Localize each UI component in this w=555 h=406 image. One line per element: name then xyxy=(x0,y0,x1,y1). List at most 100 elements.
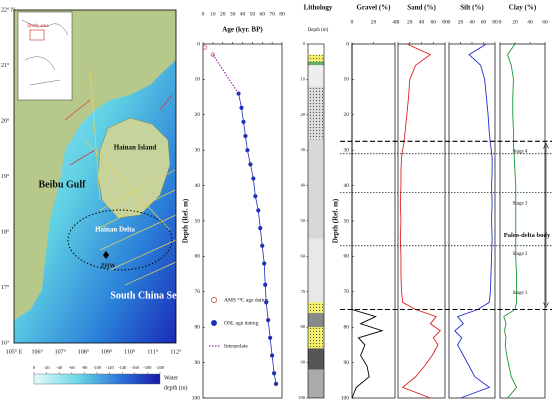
inset-box xyxy=(29,29,45,41)
legend-swatch xyxy=(211,297,217,303)
y-axis-label: Depth (Ref. m) xyxy=(182,198,190,243)
x-tick-label: 10 xyxy=(210,11,216,17)
data-point xyxy=(245,148,250,153)
x-tick-label: 60 xyxy=(431,19,437,25)
stage-arrowhead xyxy=(543,142,549,309)
lithology-layer xyxy=(308,86,324,140)
lon-label: 110° xyxy=(124,348,136,355)
stage-label: Stage 3 xyxy=(513,202,528,207)
lithology-tick-label: 0 xyxy=(303,41,306,46)
colorbar xyxy=(33,373,161,385)
inset-label: Study area xyxy=(27,24,49,29)
lithology-tick-label: 40 xyxy=(301,183,306,188)
lithology-tick-label: 80 xyxy=(301,324,306,329)
map-frame xyxy=(13,9,177,344)
legend-label: AMS ¹⁴C age dating xyxy=(224,297,269,303)
y-tick-label: 50 xyxy=(344,218,350,224)
x-tick-label: 0 xyxy=(202,11,205,17)
legend-label: OSL age dating xyxy=(224,320,259,326)
lithology-layer xyxy=(308,61,324,66)
data-point xyxy=(239,105,244,110)
legend-swatch xyxy=(211,320,217,326)
chart-title: Silt (%) xyxy=(460,4,484,12)
data-point xyxy=(256,208,261,213)
y-tick-label: 30 xyxy=(195,147,201,153)
data-point xyxy=(262,261,267,266)
seismic-lines xyxy=(64,94,173,166)
x-tick-label: 60 xyxy=(542,19,548,25)
x-tick-label: 40 xyxy=(527,19,533,25)
lithology-layer xyxy=(308,44,324,55)
lithology-tick-label: 60 xyxy=(301,253,306,258)
data-point xyxy=(248,162,253,167)
survey-lines xyxy=(84,69,177,286)
y-tick-label: 50 xyxy=(195,218,201,224)
inset-coast xyxy=(21,19,69,86)
delta-label: Hainan Delta xyxy=(95,226,135,234)
lithology-layer xyxy=(308,348,324,370)
lat-label: 16° xyxy=(1,339,10,346)
x-tick-label: 20 xyxy=(458,19,464,25)
x-tick-label: 0 xyxy=(499,19,502,25)
y-tick-label: 10 xyxy=(195,77,201,83)
x-tick-label: 70 xyxy=(269,11,275,17)
data-point xyxy=(268,335,273,340)
colorbar-tick-label: -20 xyxy=(44,365,51,370)
x-tick-label: 80 xyxy=(442,19,448,25)
lithology-layer xyxy=(308,369,324,398)
stage-label: Paleo-delta body xyxy=(504,232,551,239)
data-point xyxy=(264,300,269,305)
x-tick-label: 40 xyxy=(419,19,425,25)
delta-outline xyxy=(67,209,173,271)
y-tick-label: 0 xyxy=(197,41,200,47)
lithology-layer xyxy=(308,313,324,328)
data-point xyxy=(210,52,215,57)
y-tick-label: 30 xyxy=(344,147,350,153)
lon-label: 112° xyxy=(170,348,182,355)
lithology-layer xyxy=(308,238,324,303)
hainan-island xyxy=(97,117,171,219)
data-point xyxy=(236,91,241,96)
y-tick-label: 20 xyxy=(195,112,201,118)
data-point xyxy=(258,225,263,231)
series-line xyxy=(454,43,493,399)
colorbar-tick-label: -140 xyxy=(118,365,127,370)
lithology-layer xyxy=(308,65,324,87)
x-tick-label: 20 xyxy=(371,19,377,25)
legend-label: Interpolate xyxy=(224,343,248,349)
chart-title: Gravel (%) xyxy=(356,4,391,12)
y-tick-label: 80 xyxy=(344,324,350,330)
y-tick-label: 80 xyxy=(195,324,201,330)
x-tick-label: 40 xyxy=(392,19,398,25)
y-tick-label: 70 xyxy=(344,289,350,295)
colorbar-tick-label: -80 xyxy=(81,365,88,370)
x-tick-label: 50 xyxy=(250,11,256,17)
lithology-layer xyxy=(308,327,324,349)
lon-label: 108° xyxy=(78,348,90,355)
island-label: Hainan Island xyxy=(114,144,157,152)
lat-label: 17° xyxy=(1,284,10,291)
series-line xyxy=(399,43,441,399)
lithology-tick-label: 90 xyxy=(301,360,306,365)
stage-label: Stage 4 xyxy=(513,150,528,155)
colorbar-tick-label: -40 xyxy=(56,365,63,370)
lon-label: 107° xyxy=(55,348,67,355)
lat-label: 22° N xyxy=(1,6,16,13)
y-tick-label: 40 xyxy=(195,183,201,189)
series-line xyxy=(503,43,518,399)
y-tick-label: 20 xyxy=(344,112,350,118)
data-point xyxy=(270,353,275,358)
map: Study area Hainan Island Beibu Gulf Hain… xyxy=(13,9,188,391)
plot-frame xyxy=(499,43,546,399)
x-tick-label: 0 xyxy=(448,19,451,25)
lat-label: 21° xyxy=(1,62,10,69)
data-point xyxy=(266,318,271,323)
y-tick-label: 10 xyxy=(344,77,350,83)
y-axis-label: Depth (Ref. m) xyxy=(332,198,340,243)
chart-title: Clay (%) xyxy=(509,4,537,12)
colorbar-tick-label: -160 xyxy=(131,365,140,370)
colorbar-tick-label: -180 xyxy=(143,365,152,370)
gulf-label: Beibu Gulf xyxy=(39,179,87,190)
y-tick-label: 60 xyxy=(344,254,350,260)
series-line xyxy=(351,44,384,399)
